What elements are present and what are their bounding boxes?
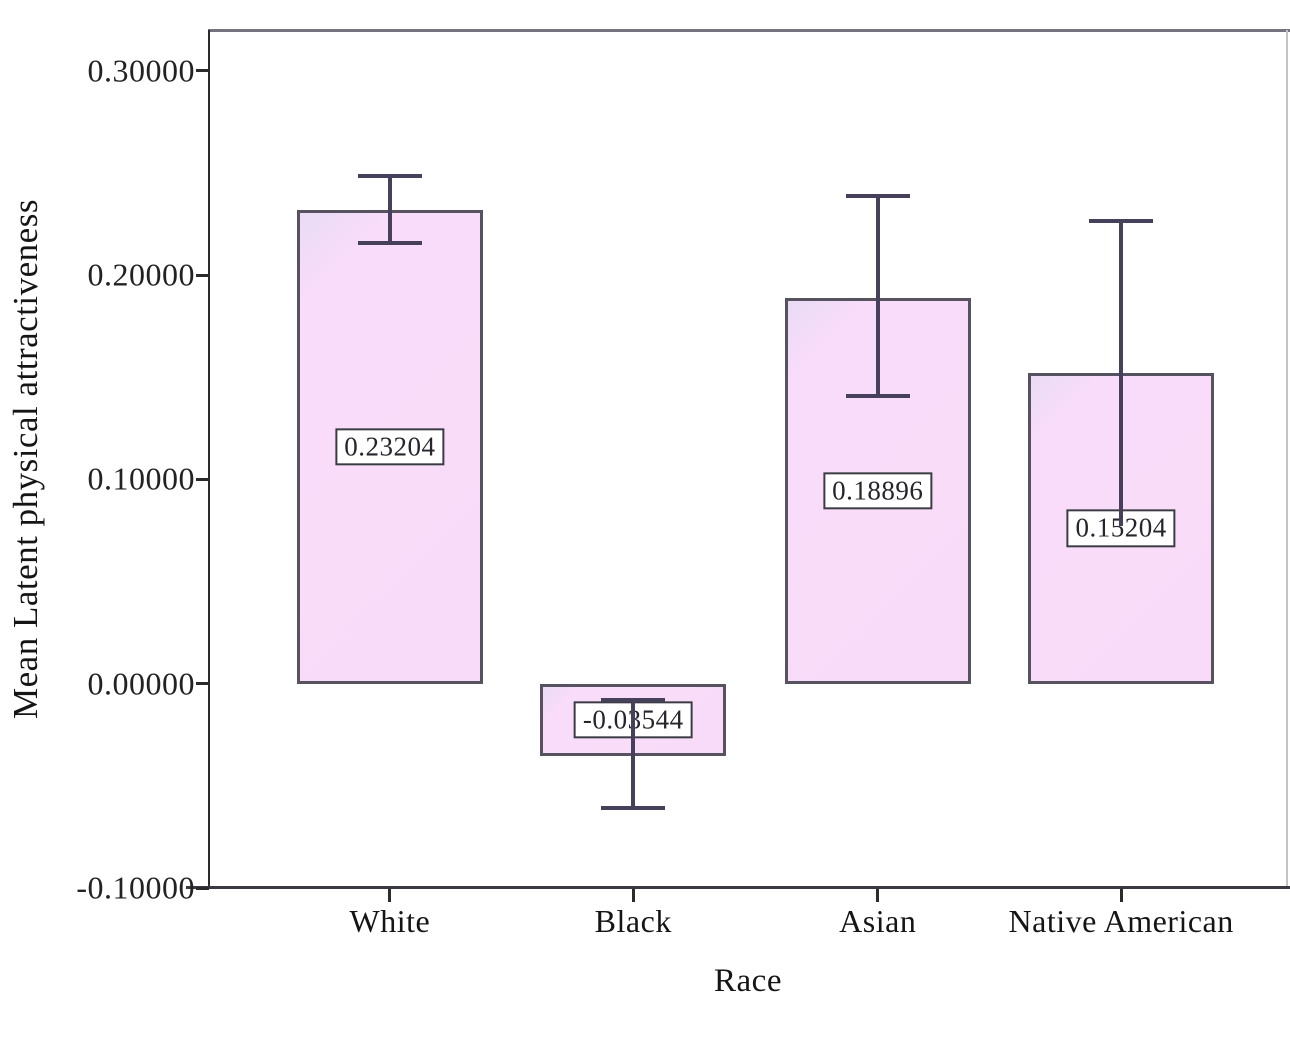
- x-tick-mark: [876, 889, 880, 902]
- plot-frame-top: [208, 29, 1290, 32]
- x-tick-label: Asian: [839, 903, 917, 939]
- x-tick-mark: [631, 889, 635, 902]
- y-tick-mark: [196, 682, 209, 686]
- error-bar-cap-high: [601, 697, 666, 702]
- x-tick-label: Black: [594, 903, 672, 939]
- error-bar-cap-high: [357, 174, 422, 179]
- y-axis-title: Mean Latent physical attractiveness: [6, 199, 45, 719]
- y-tick-label: 0.10000: [87, 460, 195, 497]
- x-tick-label: Native American: [1008, 903, 1234, 939]
- x-axis-line: [186, 886, 1290, 889]
- error-bar-line: [875, 196, 880, 397]
- y-tick-label: -0.10000: [76, 869, 195, 906]
- bar-value-label: 0.23204: [335, 428, 445, 466]
- bar-white: [296, 209, 483, 684]
- error-bar-line: [387, 176, 392, 244]
- error-bar-cap-high: [845, 194, 910, 199]
- y-tick-mark: [196, 886, 209, 890]
- y-axis-line: [208, 30, 210, 888]
- error-bar-cap-low: [357, 241, 422, 246]
- error-bar-cap-low: [601, 805, 666, 810]
- y-tick-label: 0.00000: [87, 665, 195, 702]
- y-tick-mark: [196, 477, 209, 481]
- y-tick-mark: [196, 69, 209, 73]
- y-tick-label: 0.20000: [87, 256, 195, 293]
- x-tick-label: White: [349, 903, 431, 939]
- y-tick-mark: [196, 273, 209, 277]
- x-axis-title: Race: [714, 963, 782, 999]
- error-bar-cap-low: [845, 394, 910, 399]
- bar-value-label: 0.18896: [823, 472, 933, 510]
- x-tick-mark: [388, 889, 392, 902]
- bar-black: [540, 683, 727, 757]
- error-bar-cap-high: [1089, 218, 1154, 223]
- y-tick-label: 0.30000: [87, 52, 195, 89]
- error-bar-line: [1119, 220, 1124, 527]
- x-tick-mark: [1119, 889, 1123, 902]
- error-bar-line: [631, 699, 636, 808]
- plot-frame-right: [1286, 30, 1288, 888]
